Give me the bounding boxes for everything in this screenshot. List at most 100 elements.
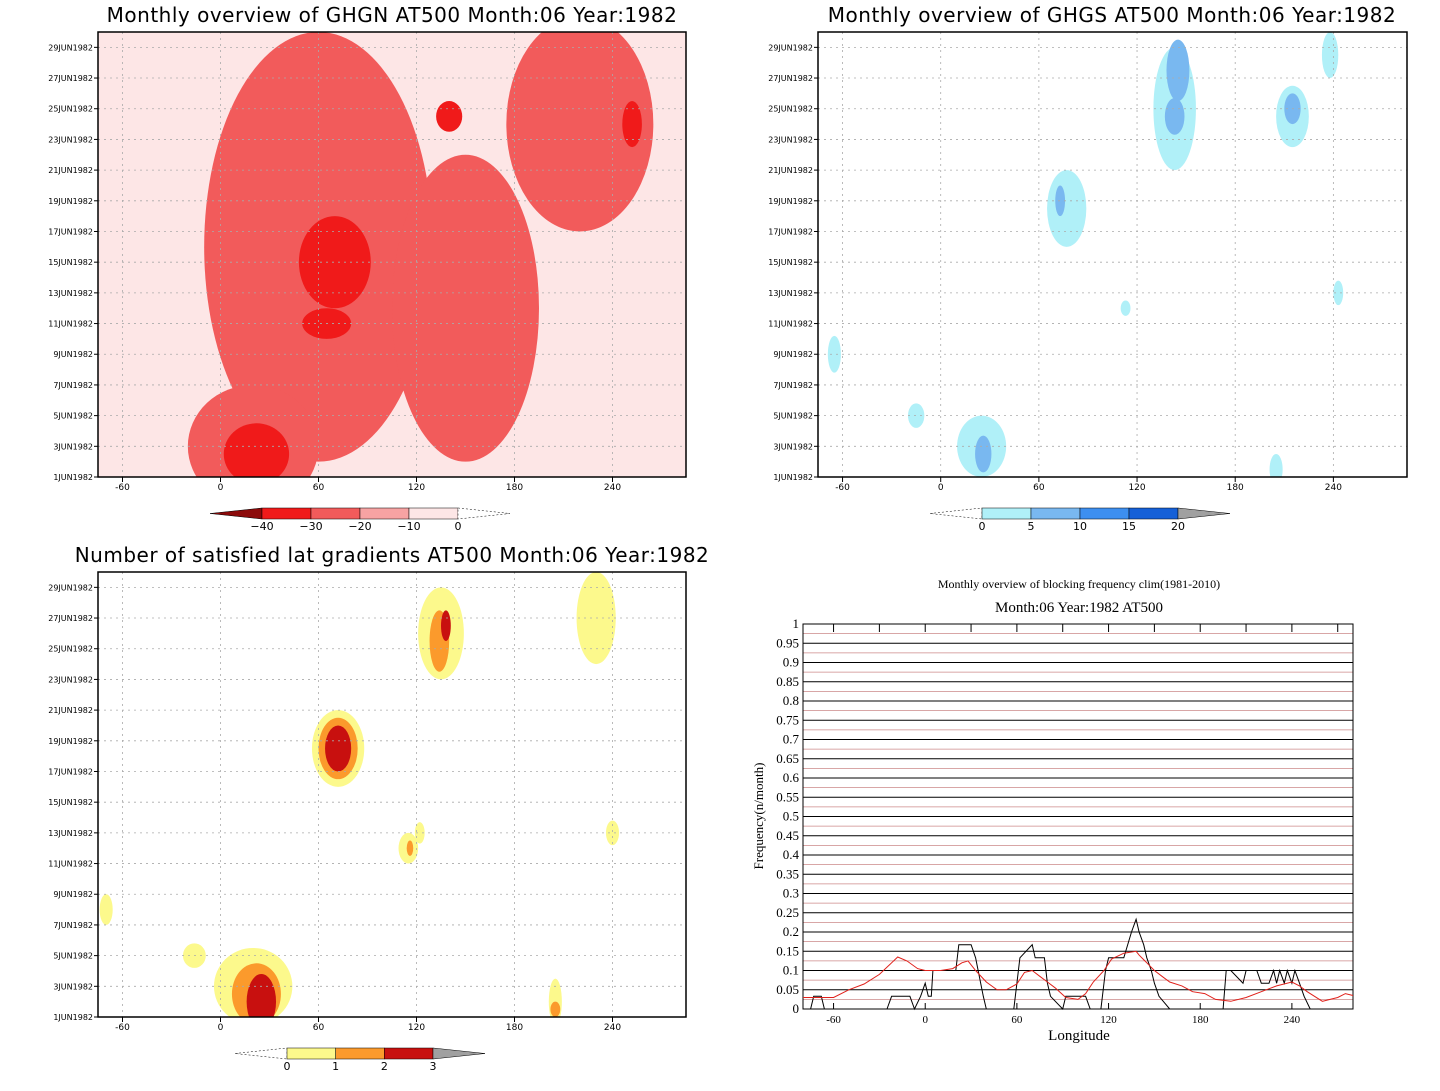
y-tick-label: 11JUN1982 — [48, 320, 93, 329]
heatmap-panel-2: -60 0 60 120 180 240 1JUN1982 3JUN1982 5JUN1982 7… — [768, 3, 1408, 533]
y-tick-label: 5JUN1982 — [773, 412, 813, 421]
y-tick-label: 0.25 — [776, 905, 799, 920]
colorbar-tick-label: −20 — [348, 520, 371, 533]
contour-blob — [406, 840, 414, 856]
x-tick-label: -60 — [115, 1023, 130, 1033]
colorbar-tick-label: 0 — [284, 1060, 291, 1073]
y-tick-label: 7JUN1982 — [773, 381, 813, 390]
colorbar-segment — [1128, 507, 1179, 520]
y-tick-label: 3JUN1982 — [53, 982, 93, 991]
y-tick-label: 0.65 — [776, 751, 799, 766]
x-axis-label: Longitude — [1048, 1028, 1110, 1044]
y-tick-label: 23JUN1982 — [48, 135, 93, 144]
y-tick-label: 0.3 — [783, 886, 799, 901]
x-tick-label: 120 — [408, 1023, 425, 1033]
line-chart-panel: Monthly overview of blocking frequency c… — [751, 577, 1354, 1044]
y-tick-label: 9JUN1982 — [53, 890, 93, 899]
colorbar-segment — [408, 507, 459, 520]
y-tick-label: 17JUN1982 — [48, 227, 93, 236]
chart-subtitle: Month:06 Year:1982 AT500 — [995, 600, 1163, 616]
y-tick-label: 27JUN1982 — [768, 74, 813, 83]
y-tick-label: 3JUN1982 — [53, 442, 93, 451]
y-tick-label: 23JUN1982 — [768, 135, 813, 144]
y-tick-label: 17JUN1982 — [768, 227, 813, 236]
x-tick-label: 0 — [218, 1023, 224, 1033]
y-tick-label: 29JUN1982 — [48, 43, 93, 52]
colorbar-tick-label: 3 — [430, 1060, 437, 1073]
contour-blob — [548, 978, 562, 1017]
y-tick-label: 0.95 — [776, 635, 799, 650]
y-tick-label: 0 — [793, 1001, 800, 1016]
x-tick-label: 60 — [1033, 483, 1045, 493]
y-tick-label: 27JUN1982 — [48, 614, 93, 623]
colorbar-segment — [1030, 507, 1081, 520]
contour-blob — [605, 820, 620, 846]
y-tick-label: 11JUN1982 — [768, 320, 813, 329]
x-tick-label: 60 — [313, 483, 325, 493]
y-tick-label: 9JUN1982 — [773, 350, 813, 359]
contour-blob — [99, 894, 113, 925]
colorbar-segment — [359, 507, 410, 520]
y-tick-label: 3JUN1982 — [773, 442, 813, 451]
plot-frame — [817, 31, 1408, 478]
colorbar-tick-label: 0 — [979, 520, 986, 533]
contour-blob — [1269, 453, 1283, 477]
plot-frame — [97, 571, 687, 1018]
colorbar-tick-label: 0 — [455, 520, 462, 533]
colorbar-segment — [335, 1047, 385, 1060]
y-tick-label: 21JUN1982 — [48, 166, 93, 175]
y-tick-label: 1 — [793, 616, 800, 631]
colorbar-extend-low — [929, 507, 983, 520]
y-tick-label: 13JUN1982 — [768, 289, 813, 298]
x-tick-label: 0 — [218, 483, 224, 493]
x-tick-label: -60 — [115, 483, 130, 493]
series-line-2 — [803, 950, 1354, 1002]
colorbar-tick-label: 2 — [381, 1060, 388, 1073]
contour-blob — [827, 335, 841, 373]
y-tick-label: 1JUN1982 — [53, 473, 93, 482]
colorbar-segment — [981, 507, 1032, 520]
colorbar-tick-label: −30 — [299, 520, 322, 533]
contour-blob — [1164, 97, 1185, 135]
x-tick-label: 60 — [313, 1023, 325, 1033]
plot-frame — [97, 31, 687, 478]
grid-lines — [818, 32, 1407, 478]
colorbar-segment — [1079, 507, 1130, 520]
contour-blob — [1333, 280, 1344, 306]
y-tick-label: 1JUN1982 — [773, 473, 813, 482]
y-tick-label: 21JUN1982 — [768, 166, 813, 175]
y-tick-label: 0.15 — [776, 943, 799, 958]
y-tick-label: 29JUN1982 — [768, 43, 813, 52]
y-tick-label: 27JUN1982 — [48, 74, 93, 83]
y-tick-label: 0.6 — [783, 770, 800, 785]
contour-fills — [99, 572, 620, 1017]
colorbar-segment — [384, 1047, 434, 1060]
colorbar-tick-label: 5 — [1028, 520, 1035, 533]
y-tick-label: 9JUN1982 — [53, 350, 93, 359]
y-tick-label: 0.05 — [776, 982, 799, 997]
y-tick-label: 5JUN1982 — [53, 952, 93, 961]
x-tick-label: 240 — [1284, 1014, 1301, 1026]
y-tick-label: 19JUN1982 — [768, 197, 813, 206]
colorbar-tick-label: −10 — [397, 520, 420, 533]
colorbar-extend-low — [209, 507, 263, 520]
y-tick-label: 0.4 — [783, 847, 800, 862]
y-tick-label: 25JUN1982 — [48, 105, 93, 114]
y-tick-label: 5JUN1982 — [53, 412, 93, 421]
y-axis-label: Frequency(n/month) — [751, 763, 766, 870]
y-tick-label: 15JUN1982 — [48, 798, 93, 807]
y-tick-label: 23JUN1982 — [48, 675, 93, 684]
y-tick-label: 0.55 — [776, 789, 799, 804]
colorbar-tick-label: 15 — [1122, 520, 1136, 533]
x-tick-label: 240 — [604, 483, 621, 493]
contour-blob — [1120, 300, 1131, 316]
colorbar-segment — [310, 507, 361, 520]
y-tick-label: 7JUN1982 — [53, 381, 93, 390]
y-tick-label: 0.75 — [776, 712, 799, 727]
y-tick-label: 0.45 — [776, 828, 799, 843]
heatmap-panel-1: -60 0 60 120 180 240 1JUN1982 3JUN1982 5JUN1982 7… — [48, 3, 687, 533]
colorbar: 0 1 2 3 — [234, 1047, 486, 1073]
y-tick-label: 0.9 — [783, 655, 799, 670]
y-tick-label: 25JUN1982 — [48, 645, 93, 654]
colorbar-segment — [261, 507, 312, 520]
